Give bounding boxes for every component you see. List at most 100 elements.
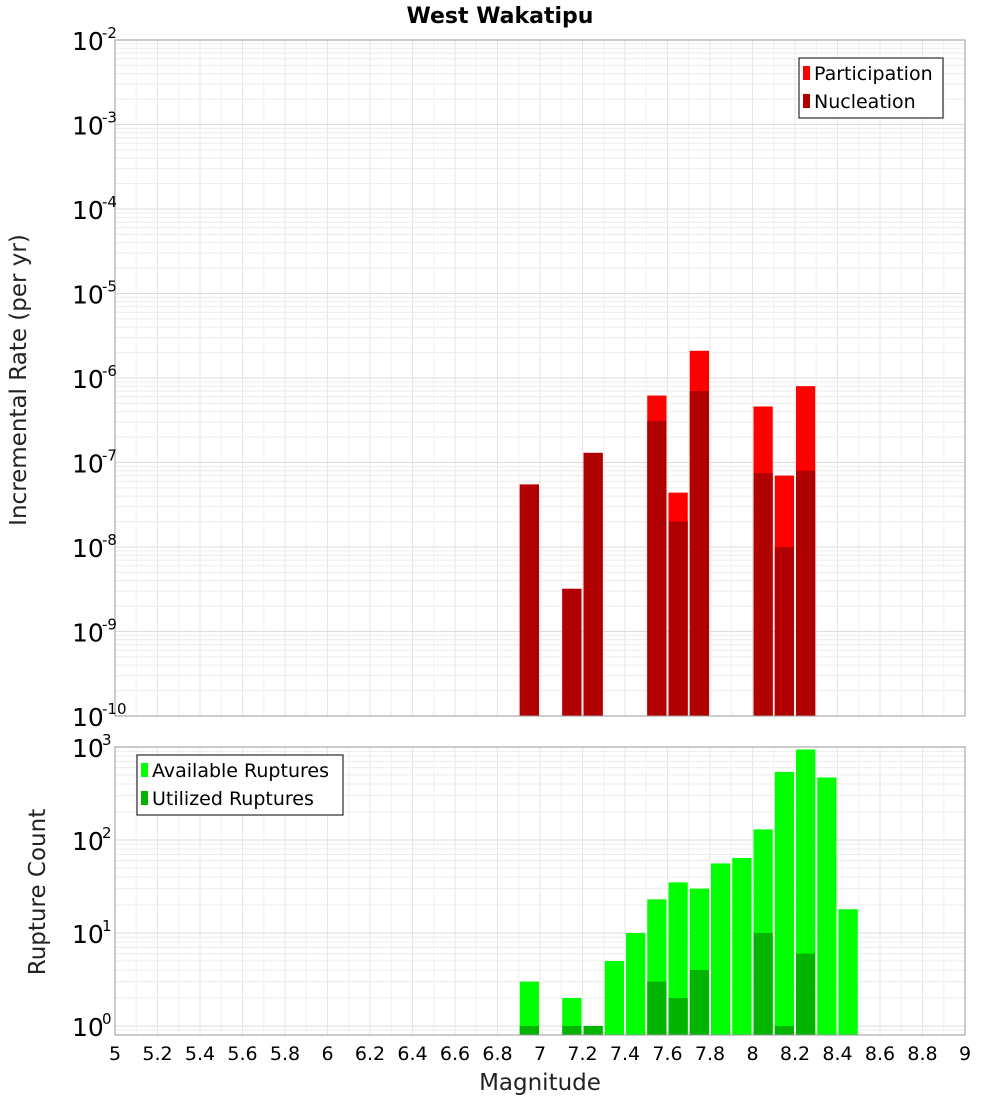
- grid-lines: [114, 746, 966, 1036]
- legend-swatch: [803, 94, 810, 108]
- bar: [519, 484, 539, 716]
- y-tick-exponent: -7: [102, 447, 117, 465]
- x-tick-label: 6.8: [482, 1043, 512, 1065]
- legend: Participation Nucleation: [798, 57, 944, 119]
- y-tick-label: 10: [72, 365, 104, 394]
- x-tick-label: 7.4: [610, 1043, 640, 1065]
- x-tick-label: 8.8: [907, 1043, 937, 1065]
- y-tick-exponent: -8: [102, 531, 117, 549]
- y-tick-exponent: -3: [102, 109, 117, 127]
- y-tick-label: 10: [72, 920, 104, 949]
- x-tick-label: 6.2: [355, 1043, 385, 1065]
- x-axis-label: Magnitude: [479, 1070, 601, 1096]
- bar: [668, 997, 688, 1035]
- top-y-axis-label: Incremental Rate (per yr): [6, 234, 32, 526]
- series-utilized-ruptures: [519, 932, 816, 1035]
- x-tick-label: 7: [534, 1043, 546, 1065]
- legend-label: Participation: [814, 63, 933, 85]
- bottom-y-axis-label: Rupture Count: [25, 809, 51, 975]
- bar: [647, 981, 667, 1035]
- x-tick-labels: 5 5.2 5.4 5.6 5.8 6 6.2 6.4 6.6 6.8 7 7.2 7.4 7.6 7.8 8…: [109, 1043, 971, 1065]
- bar: [817, 777, 837, 1035]
- bar: [519, 981, 539, 1035]
- legend-label: Available Ruptures: [152, 760, 329, 782]
- plot-frame: [114, 39, 966, 717]
- x-tick-label: 5: [109, 1043, 121, 1065]
- x-tick-label: 8.6: [865, 1043, 895, 1065]
- bar: [562, 997, 582, 1035]
- bar: [562, 588, 582, 716]
- bar: [562, 1025, 582, 1035]
- x-tick-label: 5.6: [227, 1043, 257, 1065]
- y-tick-label: 10: [72, 534, 104, 563]
- bar: [583, 1025, 603, 1035]
- bar: [711, 863, 731, 1035]
- legend-box: [136, 754, 344, 816]
- bar: [689, 969, 709, 1035]
- bar: [689, 391, 709, 716]
- bar: [668, 521, 688, 716]
- y-tick-exponent: -5: [102, 278, 117, 296]
- x-tick-label: 5.4: [185, 1043, 215, 1065]
- x-tick-label: 8.4: [822, 1043, 852, 1065]
- y-tick-exponent: -4: [102, 193, 117, 211]
- bar: [774, 771, 794, 1035]
- bar: [753, 932, 773, 1035]
- bar: [732, 858, 752, 1035]
- legend-swatch: [141, 763, 148, 777]
- y-tick-label: 10: [72, 734, 104, 763]
- x-tick-label: 7.2: [567, 1043, 597, 1065]
- x-tick-label: 8.2: [780, 1043, 810, 1065]
- plot-frame: [114, 746, 966, 1036]
- bar: [796, 470, 816, 716]
- y-tick-label: 10: [72, 196, 104, 225]
- x-tick-label: 6.4: [397, 1043, 427, 1065]
- bar: [647, 420, 667, 716]
- y-tick-label: 10: [72, 827, 104, 856]
- legend: Available Ruptures Utilized Ruptures: [136, 754, 344, 816]
- series-nucleation: [519, 391, 816, 716]
- y-tick-label: 10: [72, 281, 104, 310]
- y-tick-label: 10: [72, 450, 104, 479]
- y-tick-label: 10: [72, 27, 104, 56]
- y-tick-exponent: 1: [102, 917, 112, 935]
- y-tick-label: 10: [72, 112, 104, 141]
- legend-swatch: [141, 791, 148, 805]
- x-tick-label: 5.2: [142, 1043, 172, 1065]
- y-tick-exponent: -10: [102, 700, 127, 718]
- bar: [796, 953, 816, 1035]
- x-tick-label: 9: [959, 1043, 971, 1065]
- x-tick-label: 8: [746, 1043, 758, 1065]
- y-tick-exponent: 0: [102, 1010, 112, 1028]
- bar: [753, 473, 773, 716]
- bar: [604, 960, 624, 1035]
- legend-label: Utilized Ruptures: [152, 788, 314, 810]
- legend-label: Nucleation: [814, 91, 916, 113]
- bar: [668, 882, 688, 1035]
- y-tick-exponent: 3: [102, 731, 112, 749]
- x-tick-label: 7.6: [652, 1043, 682, 1065]
- y-tick-exponent: -9: [102, 616, 117, 634]
- y-tick-label: 10: [72, 1013, 104, 1042]
- bar: [519, 1025, 539, 1035]
- y-tick-exponent: -6: [102, 362, 117, 380]
- x-tick-label: 7.8: [695, 1043, 725, 1065]
- y-tick-label: 10: [72, 619, 104, 648]
- bar: [626, 932, 646, 1035]
- legend-swatch: [803, 66, 810, 80]
- bar: [774, 547, 794, 716]
- y-tick-exponent: 2: [102, 824, 112, 842]
- x-tick-label: 5.8: [270, 1043, 300, 1065]
- grid-lines: [114, 39, 966, 717]
- bar: [774, 1025, 794, 1035]
- legend-box: [798, 57, 944, 119]
- x-tick-label: 6: [321, 1043, 333, 1065]
- bar: [838, 909, 858, 1035]
- y-tick-labels: 10-210-310-410-510-610-710-810-910-10: [72, 24, 127, 732]
- bar: [583, 452, 603, 716]
- y-tick-label: 10: [72, 703, 104, 732]
- x-tick-label: 6.6: [440, 1043, 470, 1065]
- chart-title: West Wakatipu: [407, 4, 594, 29]
